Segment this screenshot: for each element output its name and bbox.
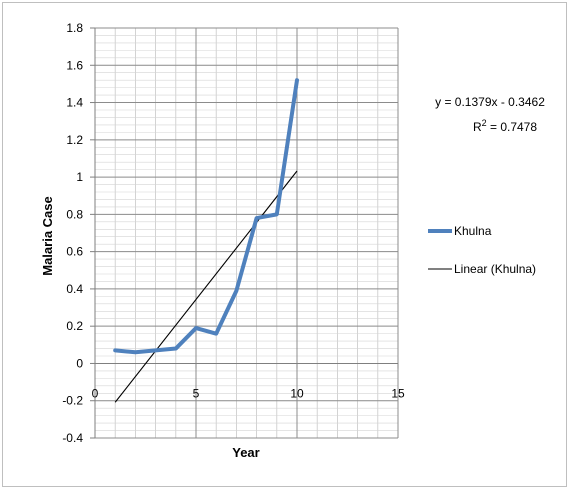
y-tick-label: -0.4 xyxy=(62,431,83,445)
series xyxy=(113,78,299,403)
legend: Khulna Linear (Khulna) xyxy=(428,224,536,276)
x-tick-label: 0 xyxy=(92,386,99,400)
x-tick-label: 5 xyxy=(193,386,200,400)
x-tick-label: 15 xyxy=(391,386,405,400)
y-tick-label: -0.2 xyxy=(62,394,83,408)
y-tick-label: 0.4 xyxy=(66,282,83,296)
y-tick-label: 1 xyxy=(76,170,83,184)
equation-text: y = 0.1379x - 0.3462 xyxy=(435,95,545,109)
y-tick-label: 0.6 xyxy=(66,245,83,259)
series-line-khulna xyxy=(113,78,299,355)
x-tick-label: 10 xyxy=(290,386,304,400)
axes xyxy=(90,27,399,439)
y-tick-label: 0.8 xyxy=(66,207,83,221)
y-axis-title: Malaria Case xyxy=(40,196,55,276)
y-tick-label: 1.6 xyxy=(66,58,83,72)
legend-item-khulna: Khulna xyxy=(428,224,492,238)
y-tick-label: 1.8 xyxy=(66,21,83,35)
y-tick-label: 1.4 xyxy=(66,96,83,110)
x-tick-labels: 0 5 10 15 xyxy=(92,386,405,400)
y-tick-label: 0 xyxy=(76,356,83,370)
y-tick-label: 1.2 xyxy=(66,133,83,147)
legend-item-linear-khulna: Linear (Khulna) xyxy=(428,262,536,276)
trendline-equation: y = 0.1379x - 0.3462 R2 = 0.7478 xyxy=(435,95,545,134)
y-tick-label: 0.2 xyxy=(66,319,83,333)
x-axis-title: Year xyxy=(232,445,259,460)
y-tick-labels: 1.8 1.6 1.4 1.2 1 0.8 0.6 0.4 0.2 0 -0.2 -0.4 xyxy=(62,21,83,445)
legend-label-khulna: Khulna xyxy=(454,224,492,238)
trendline-linear-khulna xyxy=(114,170,298,403)
chart-frame xyxy=(2,2,567,487)
grid xyxy=(94,27,399,439)
legend-label-linear-khulna: Linear (Khulna) xyxy=(454,262,536,276)
r-squared-text: R2 = 0.7478 xyxy=(473,118,537,134)
